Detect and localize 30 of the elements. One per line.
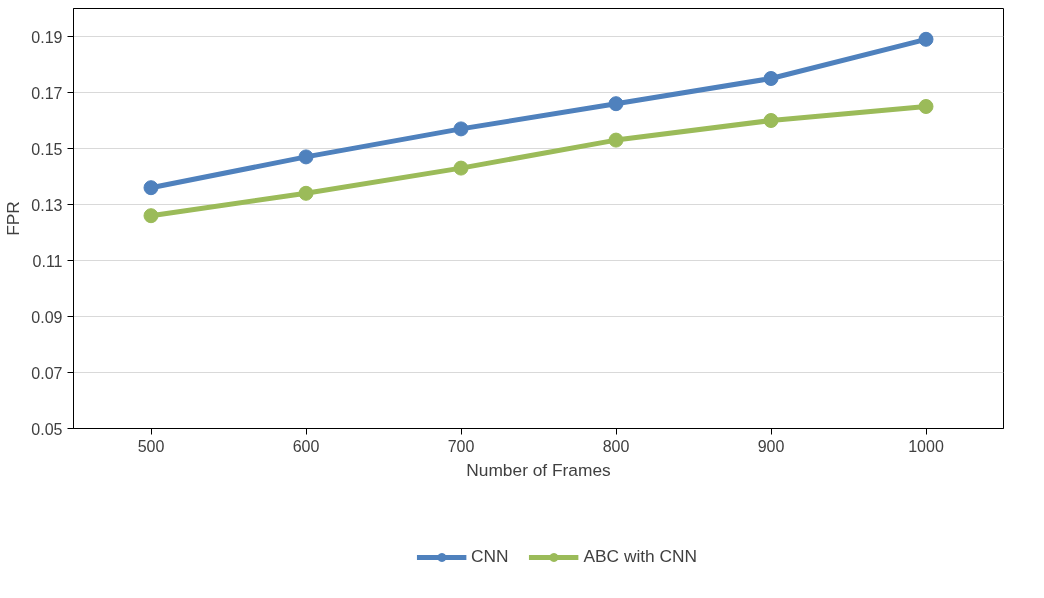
y-tick-label: 0.07 xyxy=(31,364,63,382)
point xyxy=(143,180,159,196)
point xyxy=(608,132,624,148)
y-tick-label: 0.19 xyxy=(31,28,63,46)
point xyxy=(143,208,159,224)
y-tick-label: 0.15 xyxy=(31,140,63,158)
point xyxy=(453,160,469,176)
y-tick-label: 0.09 xyxy=(31,308,63,326)
point xyxy=(453,121,469,137)
x-tick-label: 800 xyxy=(602,437,630,455)
point xyxy=(298,149,314,165)
x-tick-label: 700 xyxy=(447,437,475,455)
x-tick-label: 1000 xyxy=(908,437,944,455)
legend-label: CNN xyxy=(470,546,509,567)
y-tick-label: 0.13 xyxy=(31,196,63,214)
x-tick-label: 500 xyxy=(137,437,165,455)
legend-label: ABC with CNN xyxy=(583,546,698,567)
x-tick-label: 900 xyxy=(757,437,785,455)
y-tick-label: 0.17 xyxy=(31,84,63,102)
point xyxy=(763,71,779,86)
y-tick-label: 0.11 xyxy=(32,252,63,270)
point xyxy=(763,113,779,128)
y-axis-title: FPR xyxy=(3,201,24,236)
point xyxy=(608,96,624,112)
x-tick-label: 600 xyxy=(292,437,320,455)
point xyxy=(918,99,934,114)
point xyxy=(298,185,314,201)
x-axis-title: Number of Frames xyxy=(466,459,612,480)
y-tick-label: 0.05 xyxy=(31,420,63,438)
point xyxy=(918,31,934,47)
